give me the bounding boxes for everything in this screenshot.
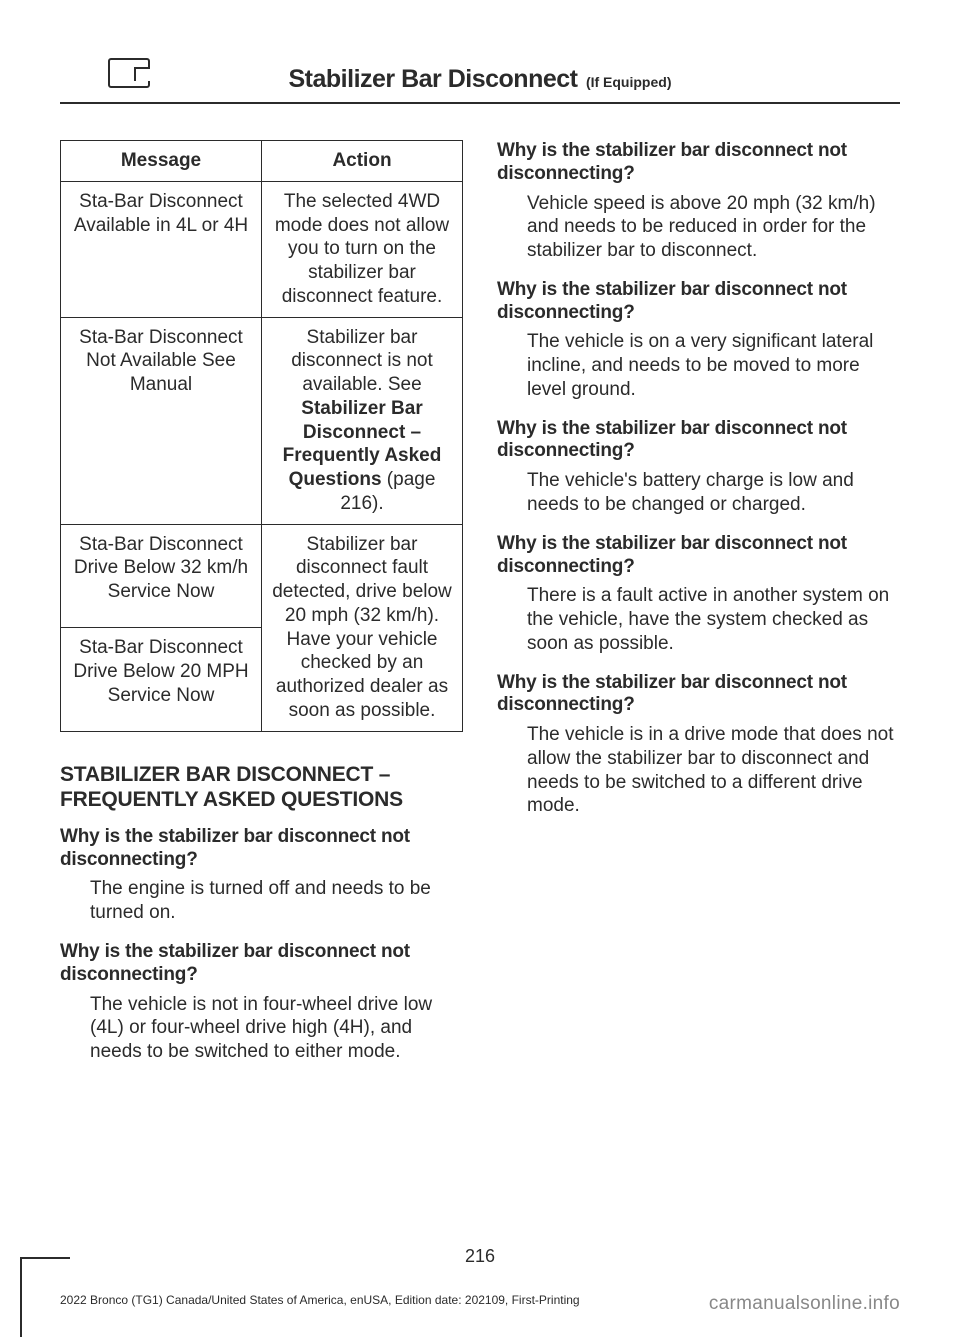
table-row: Sta-Bar Disconnect Not Available See Man… (61, 317, 463, 524)
faq-question: Why is the stabilizer bar disconnect not… (497, 418, 900, 464)
header-subtitle: (If Equipped) (586, 74, 672, 90)
msg-cell: Sta-Bar Disconnect Drive Below 32 km/h S… (61, 524, 262, 628)
faq-question: Why is the stabilizer bar disconnect not… (497, 672, 900, 718)
content-columns: Message Action Sta-Bar Disconnect Availa… (60, 104, 900, 1080)
page-header: Stabilizer Bar Disconnect (If Equipped) (60, 65, 900, 94)
faq-answer: The vehicle's battery charge is low and … (527, 469, 900, 517)
faq-answer: The vehicle is not in four-wheel drive l… (90, 993, 463, 1064)
page-number: 216 (0, 1246, 960, 1267)
page: Stabilizer Bar Disconnect (If Equipped) … (0, 0, 960, 1337)
book-icon (108, 58, 150, 88)
faq-answer: Vehicle speed is above 20 mph (32 km/h) … (527, 192, 900, 263)
table-row: Sta-Bar Disconnect Available in 4L or 4H… (61, 181, 463, 317)
crop-mark (20, 1257, 70, 1337)
faq-question: Why is the stabilizer bar disconnect not… (497, 279, 900, 325)
action-cell: Stabilizer bar disconnect is not availab… (262, 317, 463, 524)
faq-answer: The vehicle is in a drive mode that does… (527, 723, 900, 818)
faq-answer: There is a fault active in another syste… (527, 584, 900, 655)
faq-answer: The engine is turned off and needs to be… (90, 877, 463, 925)
faq-question: Why is the stabilizer bar disconnect not… (60, 826, 463, 872)
header-title: Stabilizer Bar Disconnect (289, 65, 578, 93)
footer-watermark: carmanualsonline.info (709, 1293, 900, 1315)
footer-edition: 2022 Bronco (TG1) Canada/United States o… (60, 1293, 580, 1307)
msg-cell: Sta-Bar Disconnect Not Available See Man… (61, 317, 262, 524)
left-column: Message Action Sta-Bar Disconnect Availa… (60, 140, 463, 1080)
faq-question: Why is the stabilizer bar disconnect not… (497, 533, 900, 579)
table-row: Sta-Bar Disconnect Drive Below 32 km/h S… (61, 524, 463, 628)
col-message: Message (61, 141, 262, 182)
faq-answer: The vehicle is on a very significant lat… (527, 330, 900, 401)
table-header-row: Message Action (61, 141, 463, 182)
faq-question: Why is the stabilizer bar disconnect not… (497, 140, 900, 186)
message-table: Message Action Sta-Bar Disconnect Availa… (60, 140, 463, 732)
action-cell: The selected 4WD mode does not allow you… (262, 181, 463, 317)
msg-cell: Sta-Bar Disconnect Available in 4L or 4H (61, 181, 262, 317)
faq-heading: STABILIZER BAR DISCONNECT – FREQUENTLY A… (60, 762, 463, 812)
faq-question: Why is the stabilizer bar disconnect not… (60, 941, 463, 987)
msg-cell: Sta-Bar Disconnect Drive Below 20 MPH Se… (61, 628, 262, 732)
action-cell: Stabilizer bar disconnect fault detected… (262, 524, 463, 731)
right-column: Why is the stabilizer bar disconnect not… (497, 140, 900, 1080)
col-action: Action (262, 141, 463, 182)
